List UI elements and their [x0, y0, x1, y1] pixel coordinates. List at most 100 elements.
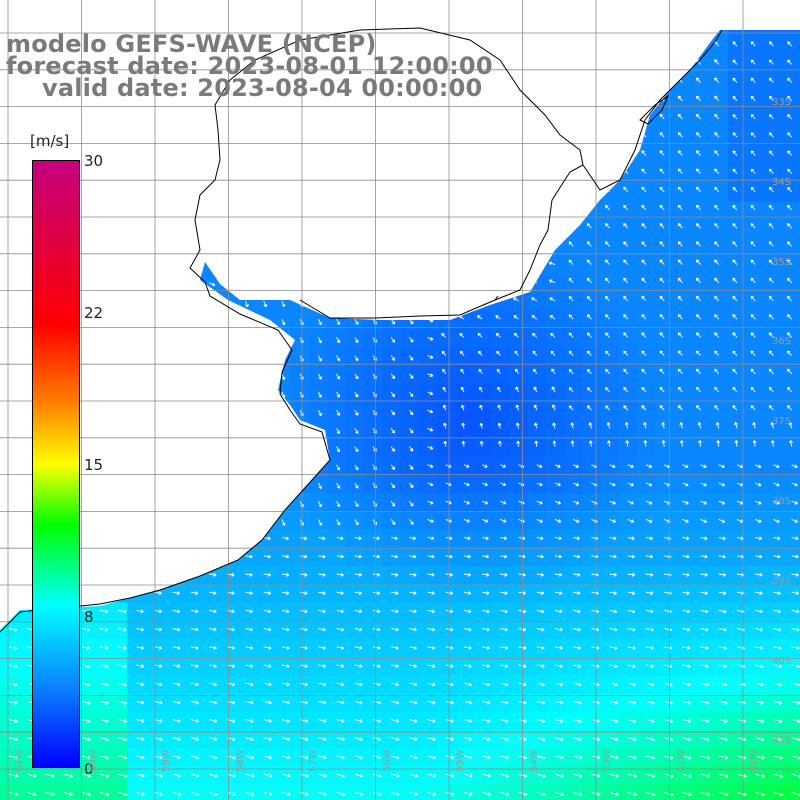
wind-arrow	[172, 755, 182, 760]
wind-arrow	[445, 645, 454, 650]
wind-arrow	[718, 664, 728, 669]
wind-arrow	[482, 518, 489, 523]
wind-arrow	[209, 591, 217, 595]
wind-arrow	[300, 755, 309, 760]
wind-arrow	[609, 554, 617, 559]
wind-arrow	[281, 319, 286, 326]
wind-arrow	[463, 591, 472, 595]
wind-arrow	[336, 737, 345, 742]
wind-arrow	[768, 132, 774, 138]
wind-arrow	[482, 500, 489, 505]
wind-arrow	[554, 645, 563, 650]
wind-arrow	[755, 755, 765, 760]
wind-arrow	[718, 773, 729, 778]
wind-arrow	[752, 421, 757, 429]
wind-arrow	[482, 572, 490, 577]
wind-arrow	[409, 572, 417, 577]
wind-arrow	[714, 150, 720, 156]
wind-arrow	[8, 737, 19, 742]
wind-arrow	[623, 277, 629, 284]
wind-arrow	[318, 718, 327, 723]
wind-arrow	[609, 591, 618, 596]
wind-arrow	[700, 700, 710, 705]
wind-arrow	[409, 627, 417, 632]
longitude-label: 61W	[14, 749, 25, 772]
wind-arrow	[718, 500, 726, 505]
wind-arrow	[118, 646, 127, 650]
wind-arrow	[390, 318, 396, 325]
wind-arrow	[409, 409, 414, 416]
wind-arrow	[661, 440, 666, 447]
wind-arrow	[677, 168, 683, 174]
wind-arrow	[500, 500, 507, 505]
wind-arrow	[118, 664, 127, 669]
wind-arrow	[659, 259, 665, 265]
wind-arrow	[354, 428, 359, 434]
wind-arrow	[281, 572, 290, 577]
wind-arrow	[624, 422, 629, 429]
wind-arrow	[318, 700, 327, 705]
wind-arrow	[550, 350, 556, 356]
wind-arrow	[627, 627, 636, 632]
wind-arrow	[427, 645, 436, 650]
wind-arrow	[154, 627, 163, 632]
wind-arrow	[682, 464, 689, 469]
wind-arrow	[591, 627, 600, 632]
wind-arrow	[409, 355, 414, 361]
wind-arrow	[536, 791, 546, 796]
wind-arrow	[336, 700, 345, 705]
wind-arrow	[773, 572, 781, 577]
wind-arrow	[786, 314, 792, 320]
wind-arrow	[263, 737, 273, 742]
wind-arrow	[463, 518, 471, 523]
wind-arrow	[604, 259, 610, 265]
wind-arrow	[318, 682, 327, 687]
wind-arrow	[718, 700, 728, 705]
wind-arrow	[190, 755, 200, 760]
wind-arrow	[409, 773, 418, 778]
wind-arrow	[591, 664, 600, 669]
wind-arrow	[445, 718, 454, 723]
wind-arrow	[190, 627, 199, 632]
wind-arrow	[645, 609, 654, 614]
wind-arrow	[482, 700, 491, 705]
wind-arrow	[659, 332, 665, 338]
wind-arrow	[768, 168, 774, 174]
wind-arrow	[281, 627, 290, 632]
wind-arrow	[700, 682, 710, 687]
wind-arrow	[354, 572, 362, 577]
wind-arrow	[263, 536, 271, 541]
wind-arrow	[500, 464, 506, 468]
wind-arrow	[427, 409, 434, 414]
wind-arrow	[336, 500, 341, 508]
wind-arrow	[245, 609, 254, 614]
wind-arrow	[27, 791, 37, 797]
wind-arrow	[391, 609, 399, 614]
wind-arrow	[336, 373, 341, 380]
wind-arrow	[391, 664, 399, 669]
wind-arrow	[390, 391, 395, 398]
wind-arrow	[500, 755, 509, 760]
wind-arrow	[536, 609, 545, 614]
wind-arrow	[700, 554, 708, 559]
wind-arrow	[568, 241, 574, 247]
wind-arrow	[515, 404, 520, 411]
wind-arrow	[664, 719, 673, 723]
wind-arrow	[427, 664, 436, 669]
wind-arrow	[609, 791, 619, 797]
wind-arrow	[700, 572, 708, 577]
wind-arrow	[627, 536, 635, 541]
wind-arrow	[791, 609, 800, 614]
longitude-label: 60W	[87, 749, 99, 772]
wind-arrow	[281, 700, 290, 705]
wind-arrow	[732, 295, 738, 302]
wind-arrow	[533, 368, 538, 375]
wind-arrow	[63, 791, 73, 797]
wind-arrow	[773, 500, 780, 505]
wind-arrow	[645, 627, 654, 632]
wind-arrow	[118, 719, 128, 723]
wind-arrow	[586, 332, 592, 338]
wind-arrow	[427, 572, 435, 577]
wind-arrow	[568, 368, 574, 375]
wind-arrow	[677, 332, 683, 338]
